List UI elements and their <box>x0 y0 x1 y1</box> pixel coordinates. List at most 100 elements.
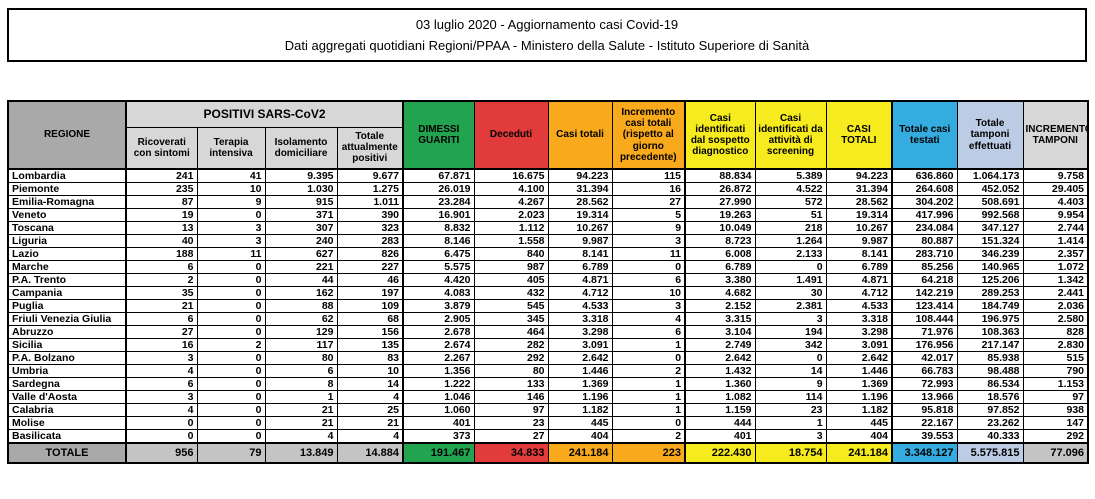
value-cell: 13.966 <box>891 390 958 404</box>
value-cell: 1.196 <box>547 390 613 404</box>
region-row: Calabria 4 0 21 25 1.060 97 1.182 1 1.159 23 1.182 9… <box>7 403 1089 417</box>
value-cell: 22.167 <box>891 416 958 430</box>
value-cell: 6.789 <box>825 260 893 274</box>
region-row: Liguria 40 3 240 283 8.146 1.558 9.987 3 8.723 1.2… <box>7 234 1089 248</box>
value-cell: 80 <box>473 364 549 378</box>
value-cell: 87 <box>125 195 198 209</box>
value-cell: 1 <box>754 416 827 430</box>
value-cell: 627 <box>264 247 338 261</box>
value-cell: 10 <box>336 364 404 378</box>
value-cell: 77.096 <box>1022 442 1089 464</box>
col-header-deceduti: Deceduti <box>473 100 549 170</box>
value-cell: 1.414 <box>1022 234 1089 248</box>
value-cell: 3.091 <box>825 338 893 352</box>
value-cell: 1.360 <box>684 377 756 391</box>
value-cell: 51 <box>754 208 827 222</box>
value-cell: 2.642 <box>825 351 893 365</box>
value-cell: 21 <box>264 403 338 417</box>
value-cell: 217.147 <box>956 338 1024 352</box>
value-cell: 8.723 <box>684 234 756 248</box>
value-cell: 2.357 <box>1022 247 1089 261</box>
value-cell: 19.314 <box>825 208 893 222</box>
region-row: Abruzzo 27 0 129 156 2.678 464 3.298 6 3.104 194 3.… <box>7 325 1089 339</box>
value-cell: 0 <box>196 273 266 287</box>
value-cell: 9.758 <box>1022 168 1089 183</box>
value-cell: 1.264 <box>754 234 827 248</box>
value-cell: 373 <box>402 429 475 444</box>
region-name: Piemonte <box>7 182 127 196</box>
value-cell: 83 <box>336 351 404 365</box>
value-cell: 2.905 <box>402 312 475 326</box>
value-cell: 3.318 <box>825 312 893 326</box>
region-name: Toscana <box>7 221 127 235</box>
value-cell: 2.023 <box>473 208 549 222</box>
value-cell: 6 <box>125 312 198 326</box>
value-cell: 4 <box>125 403 198 417</box>
col-group-positivi-sars-cov2: POSITIVI SARS-CoV2 <box>124 100 404 128</box>
value-cell: 42.017 <box>891 351 958 365</box>
value-cell: 13 <box>125 221 198 235</box>
value-cell: 3.380 <box>684 273 756 287</box>
value-cell: 1.182 <box>547 403 613 417</box>
value-cell: 0 <box>196 364 266 378</box>
value-cell: 0 <box>754 260 827 274</box>
value-cell: 19.263 <box>684 208 756 222</box>
value-cell: 197 <box>336 286 404 300</box>
value-cell: 34.833 <box>473 442 549 464</box>
col-header-totale-tamponi-effettuati: Totale tamponi effettuati <box>956 100 1024 170</box>
value-cell: 28.562 <box>547 195 613 209</box>
value-cell: 85.256 <box>891 260 958 274</box>
col-header-terapia-intensiva: Terapia intensiva <box>196 126 266 170</box>
value-cell: 390 <box>336 208 404 222</box>
value-cell: 23.262 <box>956 416 1024 430</box>
region-name: Molise <box>7 416 127 430</box>
value-cell: 80.887 <box>891 234 958 248</box>
value-cell: 4.712 <box>547 286 613 300</box>
value-cell: 21 <box>264 416 338 430</box>
value-cell: 2.036 <box>1022 299 1089 313</box>
value-cell: 3 <box>125 351 198 365</box>
value-cell: 6 <box>611 273 686 287</box>
title-box: 03 luglio 2020 - Aggiornamento casi Covi… <box>7 8 1087 62</box>
value-cell: 10.049 <box>684 221 756 235</box>
value-cell: 142.219 <box>891 286 958 300</box>
value-cell: 115 <box>611 168 686 183</box>
value-cell: 3 <box>754 312 827 326</box>
region-row: Friuli Venezia Giulia 6 0 62 68 2.905 345 3.318… <box>7 312 1089 326</box>
value-cell: 3 <box>611 234 686 248</box>
value-cell: 6 <box>611 325 686 339</box>
value-cell: 194 <box>754 325 827 339</box>
value-cell: 4.420 <box>402 273 475 287</box>
region-name: Emilia-Romagna <box>7 195 127 209</box>
value-cell: 234.084 <box>891 221 958 235</box>
value-cell: 227 <box>336 260 404 274</box>
value-cell: 1.342 <box>1022 273 1089 287</box>
value-cell: 18.754 <box>754 442 827 464</box>
value-cell: 2 <box>611 429 686 444</box>
value-cell: 133 <box>473 377 549 391</box>
region-row: Basilicata 0 0 4 4 373 27 404 2 401 3 404 39.553 40.3… <box>7 429 1089 444</box>
value-cell: 987 <box>473 260 549 274</box>
value-cell: 221 <box>264 260 338 274</box>
region-row: Sicilia 16 2 117 135 2.674 282 3.091 1 2.749 342 3.… <box>7 338 1089 352</box>
value-cell: 109 <box>336 299 404 313</box>
value-cell: 826 <box>336 247 404 261</box>
value-cell: 2.744 <box>1022 221 1089 235</box>
title-line-1: 03 luglio 2020 - Aggiornamento casi Covi… <box>415 16 679 32</box>
value-cell: 9.395 <box>264 168 338 183</box>
region-name: Lazio <box>7 247 127 261</box>
value-cell: 636.860 <box>891 168 958 183</box>
region-row: P.A. Bolzano 3 0 80 83 2.267 292 2.642 0 2.642 0 2.… <box>7 351 1089 365</box>
value-cell: 6 <box>125 377 198 391</box>
value-cell: 2.642 <box>547 351 613 365</box>
value-cell: 27 <box>611 195 686 209</box>
value-cell: 41 <box>196 168 266 183</box>
region-name: Sardegna <box>7 377 127 391</box>
value-cell: 2.678 <box>402 325 475 339</box>
value-cell: 3.091 <box>547 338 613 352</box>
value-cell: 1.082 <box>684 390 756 404</box>
value-cell: 371 <box>264 208 338 222</box>
table-body: Lombardia 241 41 9.395 9.677 67.871 16.675 94.2… <box>7 168 1089 464</box>
value-cell: 80 <box>264 351 338 365</box>
value-cell: 4.083 <box>402 286 475 300</box>
